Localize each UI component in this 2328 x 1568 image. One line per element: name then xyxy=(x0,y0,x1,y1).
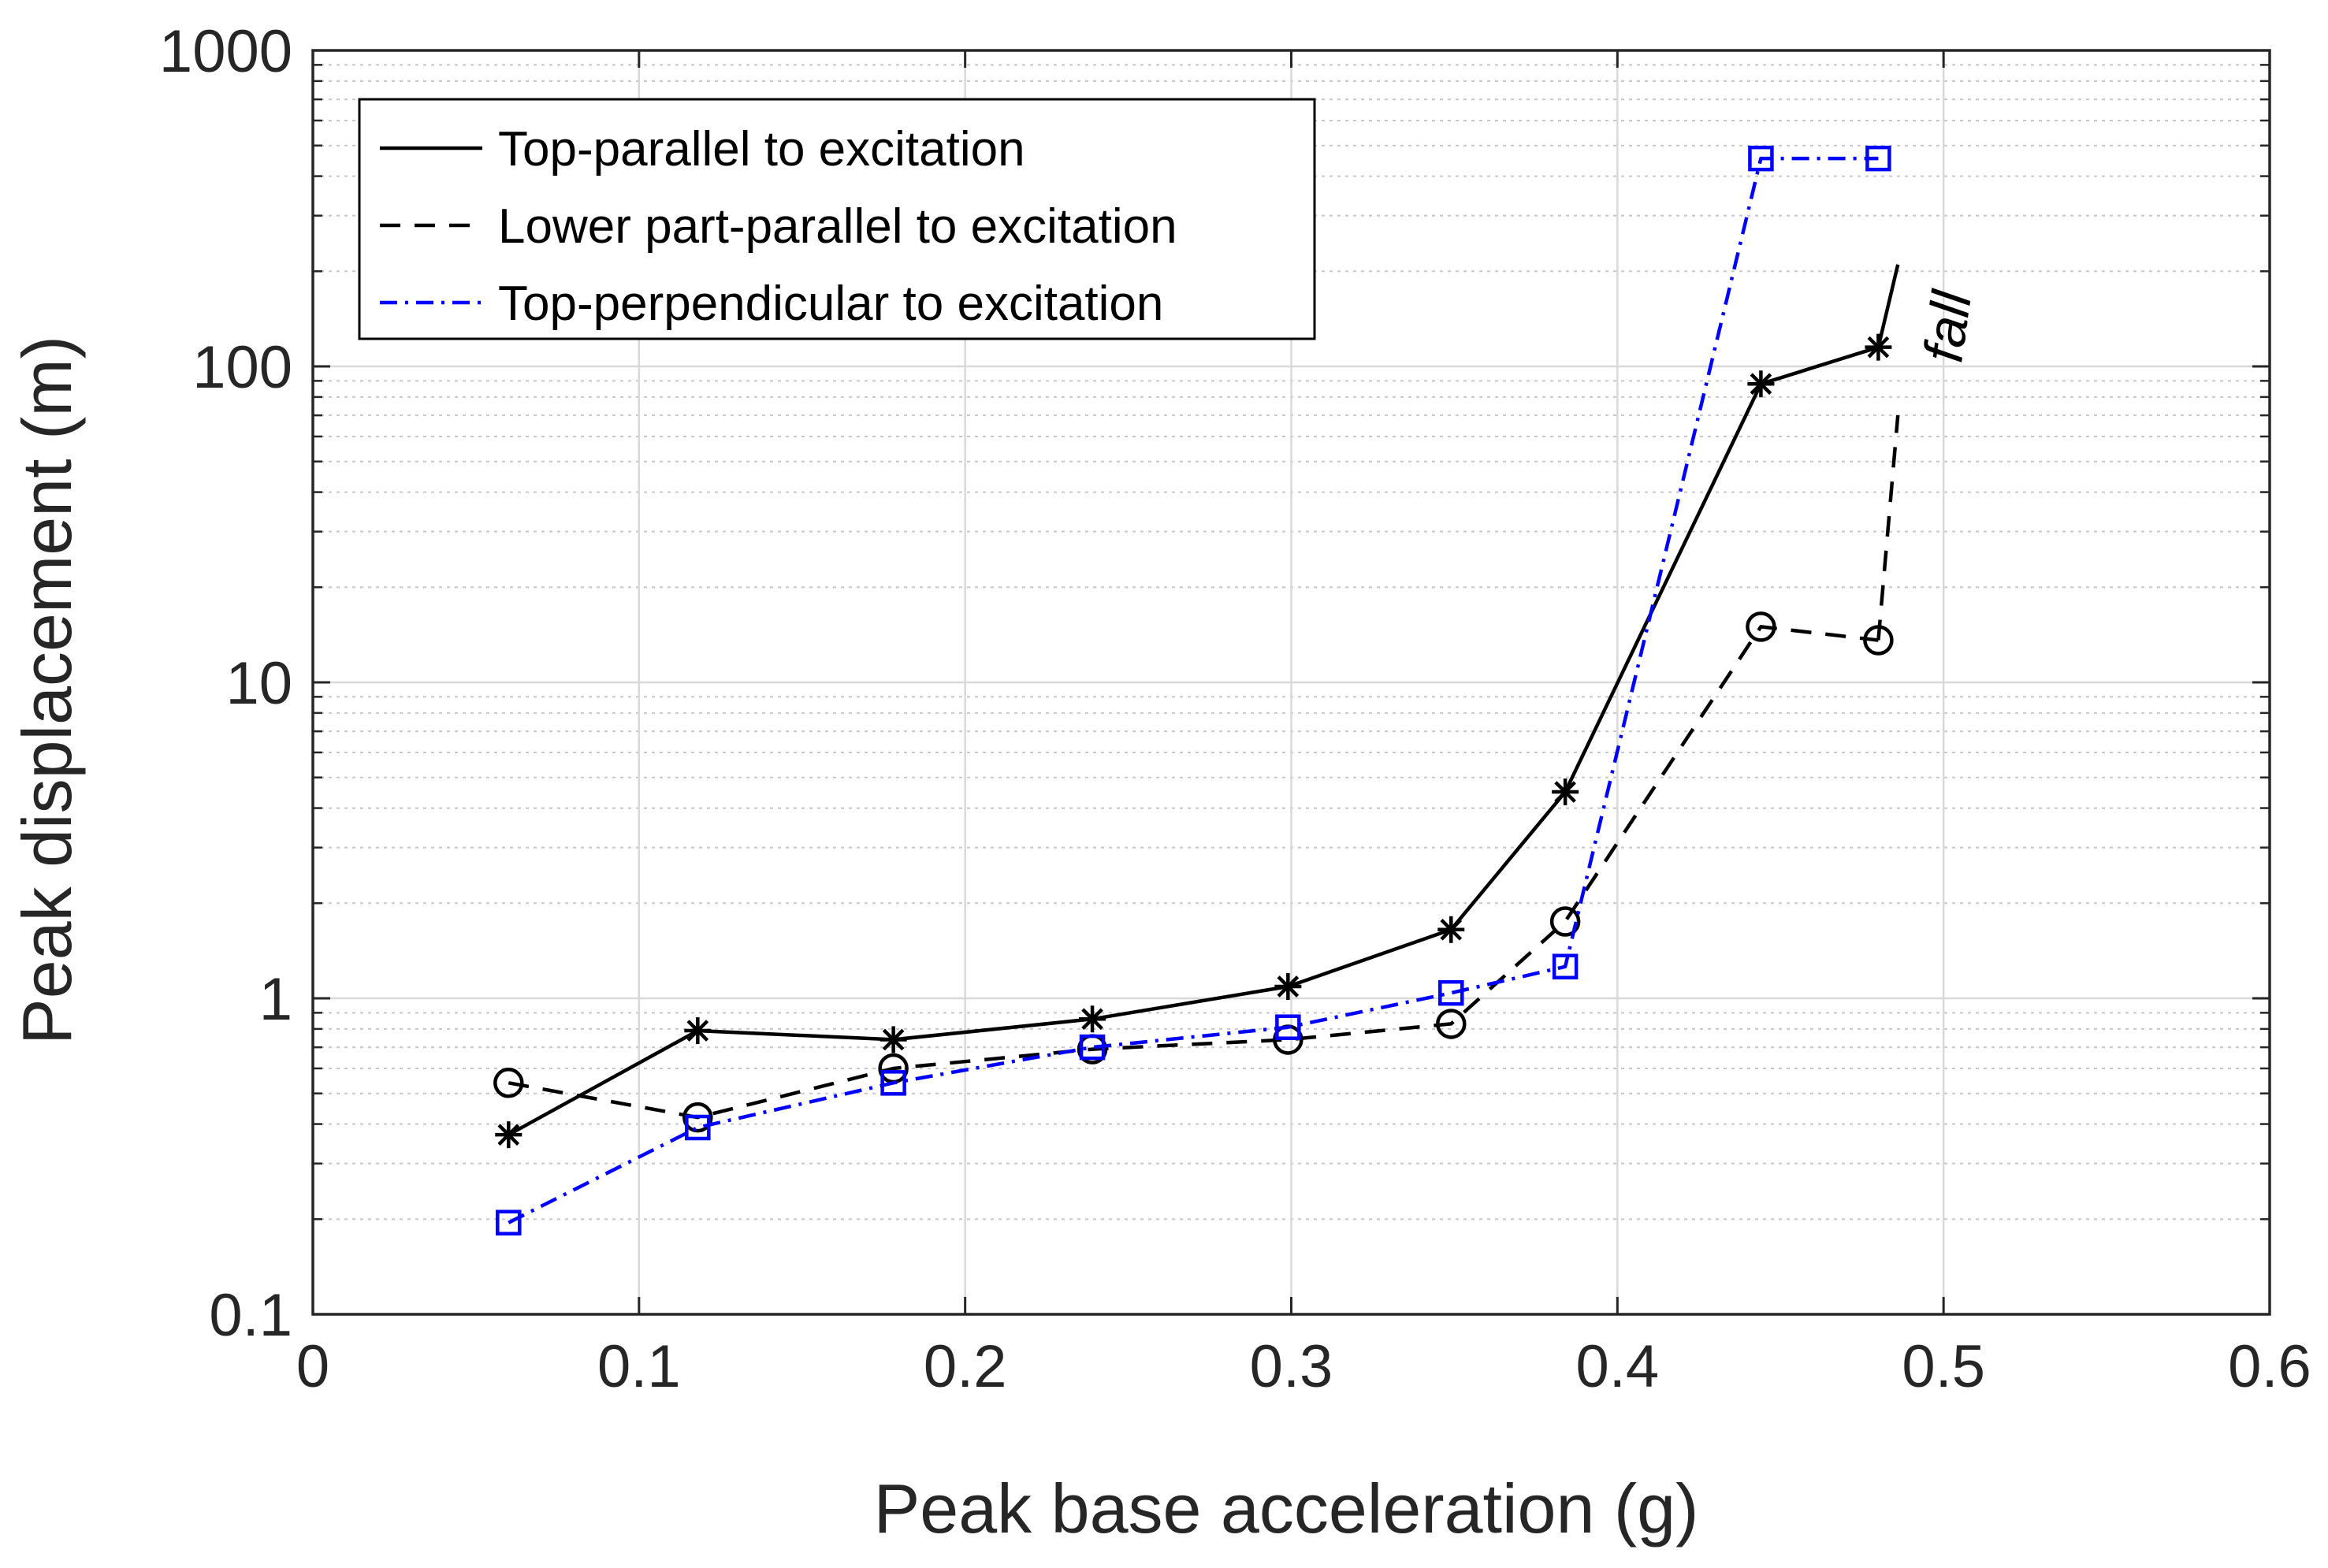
fall-segment xyxy=(1876,414,1900,641)
x-tick-label: 0.3 xyxy=(1250,1333,1333,1400)
x-tick-label: 0.5 xyxy=(1902,1333,1985,1400)
data-point xyxy=(1274,972,1302,1000)
data-point xyxy=(1079,1034,1106,1061)
y-axis-label: Peak displacement (m) xyxy=(8,336,86,1045)
asterisk-stroke xyxy=(1440,918,1463,941)
legend-entry: Lower part-parallel to excitation xyxy=(380,199,1177,254)
data-point xyxy=(495,1121,522,1149)
data-point xyxy=(1552,778,1579,806)
legend-label: Top-perpendicular to excitation xyxy=(498,277,1163,331)
asterisk-stroke xyxy=(1554,781,1576,803)
y-tick-label: 1000 xyxy=(159,18,292,85)
data-point xyxy=(1549,906,1581,937)
axes xyxy=(311,49,2271,1316)
legend-label: Lower part-parallel to excitation xyxy=(498,199,1177,254)
asterisk-stroke xyxy=(1277,975,1300,998)
x-axis-label: Peak base acceleration (g) xyxy=(874,1470,1699,1548)
y-tick-label: 10 xyxy=(225,650,292,717)
series-3 xyxy=(496,145,1891,1235)
data-point xyxy=(496,1209,522,1235)
asterisk-stroke xyxy=(1750,373,1772,396)
x-tick-label: 0.6 xyxy=(2228,1333,2311,1400)
data-point xyxy=(880,1026,907,1053)
data-point xyxy=(1746,611,1776,642)
x-tick-label: 0.1 xyxy=(597,1333,681,1400)
data-point xyxy=(682,1102,713,1133)
data-point xyxy=(1747,370,1775,398)
data-point xyxy=(684,1017,712,1045)
asterisk-stroke xyxy=(882,1028,905,1051)
fall-segment xyxy=(1876,264,1900,348)
data-point xyxy=(1748,145,1774,172)
series-2 xyxy=(493,414,1900,1133)
y-tick-label: 1 xyxy=(259,966,292,1033)
data-point xyxy=(1275,1014,1301,1040)
legend-label: Top-parallel to excitation xyxy=(498,122,1025,176)
data-point xyxy=(1863,625,1894,656)
data-point xyxy=(1865,333,1892,361)
asterisk-stroke xyxy=(497,1124,520,1146)
series-line xyxy=(508,156,1879,1224)
x-tick-label: 0 xyxy=(296,1333,329,1400)
data-point xyxy=(1437,916,1465,943)
data-point xyxy=(1436,1009,1467,1039)
data-point xyxy=(1438,979,1464,1006)
fall-annotation: fall xyxy=(1912,286,1983,366)
y-tick-label: 0.1 xyxy=(209,1282,292,1349)
series-1 xyxy=(495,264,1900,1149)
legend: Top-parallel to excitation Lower part-par… xyxy=(358,98,1316,340)
data-point xyxy=(685,1114,711,1141)
data-point xyxy=(1079,1005,1106,1033)
y-tick-label: 100 xyxy=(192,334,292,401)
asterisk-stroke xyxy=(686,1020,709,1042)
data-point xyxy=(493,1068,524,1098)
data-point xyxy=(1865,145,1891,172)
asterisk-stroke xyxy=(1081,1008,1103,1031)
x-tick-label: 0.4 xyxy=(1576,1333,1660,1400)
legend-entry: Top-perpendicular to excitation xyxy=(380,277,1163,331)
data-point xyxy=(880,1070,906,1096)
legend-entry: Top-parallel to excitation xyxy=(380,122,1025,176)
data-point xyxy=(1552,953,1579,980)
legend-box xyxy=(358,98,1316,340)
x-tick-label: 0.2 xyxy=(924,1333,1007,1400)
asterisk-stroke xyxy=(1867,336,1890,359)
series-line xyxy=(508,625,1879,1120)
series-layer xyxy=(493,145,1900,1235)
